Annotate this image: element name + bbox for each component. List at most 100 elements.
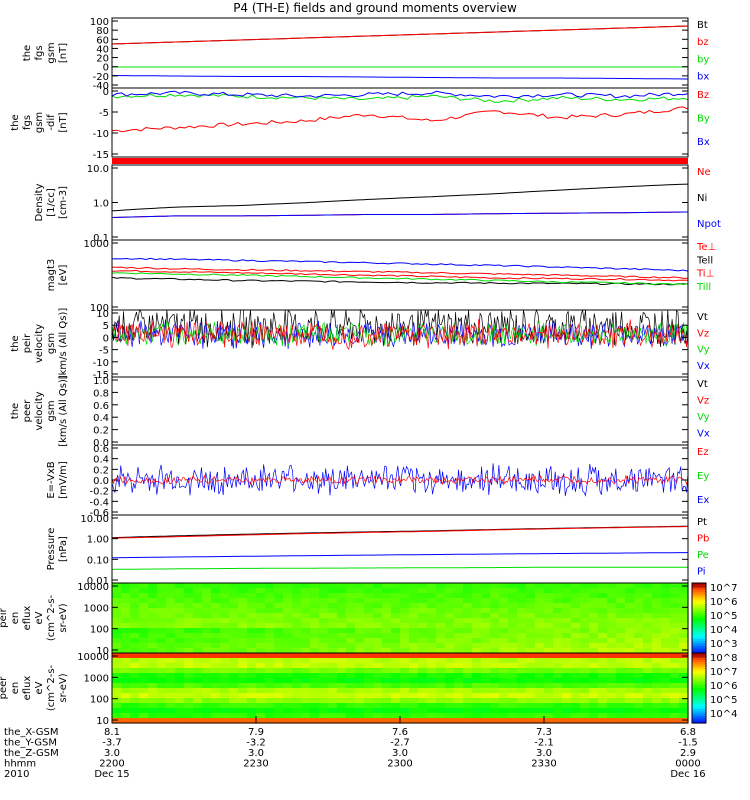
y-axis-label-line: the xyxy=(10,335,21,351)
y-axis-label-line: eflux xyxy=(22,676,33,701)
y-tick-label: 0.0 xyxy=(93,476,109,487)
legend-entry: Pe xyxy=(697,550,709,561)
plot-title: P4 (TH-E) fields and ground moments over… xyxy=(233,1,517,15)
y-tick-label: 20 xyxy=(96,54,109,65)
y-axis-label-line: peir xyxy=(0,607,9,627)
y-tick-label: 1000 xyxy=(84,239,109,250)
y-tick-label: 40 xyxy=(96,44,109,55)
y-tick-label: 80 xyxy=(96,26,109,37)
y-tick-label: -10 xyxy=(93,358,109,369)
y-tick-label: 0.4 xyxy=(93,455,109,466)
x-tick-label: 8.1 xyxy=(104,727,120,738)
colorbar-label: 10^7 xyxy=(710,667,737,678)
y-axis-label-temperature: magt3 [eV] xyxy=(46,259,69,292)
y-axis-label-line: E=-VxB xyxy=(46,461,57,498)
y-axis-label-line: the xyxy=(10,114,21,130)
x-tick-label: -2.7 xyxy=(390,738,410,749)
y-tick-label: -15 xyxy=(93,150,109,161)
y-tick-label: 10.00 xyxy=(80,514,109,525)
y-tick-label: 60 xyxy=(96,35,109,46)
colorbar-label: 10^5 xyxy=(710,611,737,622)
y-axis-label-line: gsm xyxy=(46,333,57,354)
legend-entry: Vz xyxy=(697,328,709,339)
y-axis-label-fgs_gsm_dif: the fgs gsm -dif [nT] xyxy=(10,112,69,133)
y-axis-label-line: [1/cc] xyxy=(46,188,57,217)
legend-entry: Ti⊥ xyxy=(696,269,714,280)
y-axis-label-line: Pressure xyxy=(46,528,57,571)
y-tick-label: 0 xyxy=(103,87,109,98)
series-line-temperature-4 xyxy=(111,257,689,272)
y-tick-label: -15 xyxy=(93,370,109,381)
y-axis-label-line: peer xyxy=(22,399,33,423)
y-tick-label: -5 xyxy=(99,346,109,357)
legend-entry: Vx xyxy=(697,429,710,440)
y-axis-label-peir_eflux: thepeirenefluxeV(cm^2-s-sr-eV) xyxy=(0,594,69,641)
x-row-label: the_Z-GSM xyxy=(4,748,59,759)
y-tick-label: 0.10 xyxy=(87,555,109,566)
y-tick-label: 100 xyxy=(90,695,109,706)
y-axis-label-line: [nPa] xyxy=(58,536,69,562)
x-tick-label: 2200 xyxy=(99,759,124,770)
y-axis-label-line: gsm xyxy=(34,112,45,133)
colorbar-label: 10^4 xyxy=(710,709,737,720)
y-axis-label-line: eV xyxy=(34,681,45,694)
y-tick-label: -40 xyxy=(93,81,109,92)
colorbar-label: 10^6 xyxy=(710,681,737,692)
y-axis-label-efield: E=-VxB [mV/m] xyxy=(46,461,69,499)
y-tick-label: 0.1 xyxy=(93,233,109,244)
y-axis-label-line: velocity xyxy=(34,391,45,430)
y-tick-label: 0.6 xyxy=(93,444,109,455)
x-tick-label: 3.0 xyxy=(536,748,552,759)
colorbar-label: 10^4 xyxy=(710,625,737,636)
x-tick-label: 2300 xyxy=(387,759,412,770)
x-tick-label: 0000 xyxy=(675,759,700,770)
y-tick-label: 1.0 xyxy=(93,199,109,210)
series-line-efield-2 xyxy=(111,463,689,497)
spectrogram-peir_eflux xyxy=(112,583,689,654)
y-axis-label-line: gsm xyxy=(46,400,57,421)
y-axis-label-peer_eflux: thepeerenefluxeV(cm^2-s-sr-eV) xyxy=(0,664,69,711)
y-axis-label-line: peir xyxy=(22,333,33,353)
y-tick-label: 1000 xyxy=(84,603,109,614)
y-axis-label-line: -dif xyxy=(46,114,57,131)
y-tick-label: 0.4 xyxy=(93,413,109,424)
legend-entry: Npot xyxy=(697,219,721,230)
y-axis-label-line: Density xyxy=(34,183,45,221)
legend-entry: Pi xyxy=(697,567,706,578)
legend-entry: Pt xyxy=(697,517,707,528)
legend-entry: Vy xyxy=(697,345,710,356)
x-tick-label: -3.2 xyxy=(246,738,266,749)
panel-frame-density xyxy=(111,164,689,241)
panel-frame-fgs_gsm_dif xyxy=(111,87,689,158)
legend-entry: Bx xyxy=(697,137,710,148)
legend-entry: Vx xyxy=(697,361,710,372)
y-axis-label-line: magt3 xyxy=(46,259,57,292)
legend-entry: Pb xyxy=(697,534,709,545)
y-axis-label-line: eV xyxy=(34,611,45,624)
legend-entry: bz xyxy=(697,37,709,48)
series-line-pressure-3 xyxy=(111,552,688,559)
x-tick-label: -2.1 xyxy=(534,738,554,749)
y-axis-label-line: gsm xyxy=(46,42,57,63)
y-axis-label-line: [km/s (All Qs)] xyxy=(58,308,69,380)
y-axis-label-line: (cm^2-s- xyxy=(46,594,57,641)
y-axis-label-line: [mV/m] xyxy=(58,461,69,499)
y-axis-label-peer_velocity: the peer velocity gsm [km/s (All Qs)] xyxy=(10,375,69,447)
y-tick-label: 0 xyxy=(103,333,109,344)
y-axis-label-line: sr-eV) xyxy=(58,673,69,702)
series-line-pressure-2 xyxy=(111,566,688,570)
colorbar-peer_eflux xyxy=(692,653,706,724)
y-axis-label-pressure: Pressure [nPa] xyxy=(46,528,69,571)
y-axis-label-line: en xyxy=(10,612,21,625)
y-tick-label: 10000 xyxy=(77,582,109,593)
y-tick-label: -5 xyxy=(99,108,109,119)
legend-entry: Ne xyxy=(697,167,711,178)
series-line-temperature-0 xyxy=(111,269,689,282)
y-axis-label-line: [km/s (All Qs)] xyxy=(58,375,69,447)
series-line-density-1 xyxy=(111,183,689,212)
y-tick-label: 0.8 xyxy=(93,388,109,399)
x-tick-label: 7.3 xyxy=(536,727,552,738)
x-row-label: the_X-GSM xyxy=(4,727,58,738)
